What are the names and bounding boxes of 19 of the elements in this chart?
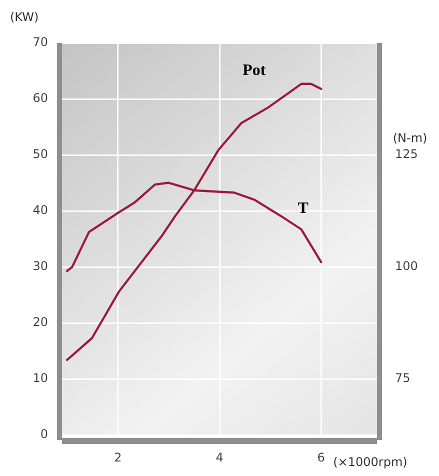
x-tick-label: 2 <box>114 450 122 464</box>
y-tick-label: 10 <box>32 371 48 386</box>
x-tick-label: 4 <box>216 450 224 464</box>
y-tick-label: 70 <box>32 35 48 50</box>
y-axis-title: (KW) <box>10 10 39 24</box>
x-axis-title: (×1000rpm) <box>333 455 408 470</box>
y-tick-label: 60 <box>32 91 48 106</box>
series-label: T <box>298 200 309 218</box>
y-tick-label: 30 <box>32 259 48 274</box>
y2-tick-label: 125 <box>395 147 418 162</box>
y-tick-label: 40 <box>32 203 48 218</box>
y2-tick-label: 100 <box>395 259 418 274</box>
y-tick-label: 50 <box>32 147 48 162</box>
y2-axis-title: (N-m) <box>392 131 428 146</box>
x-tick-label: 6 <box>317 450 325 464</box>
y2-tick-label: 75 <box>395 371 410 386</box>
y-tick-label: 0 <box>40 427 48 442</box>
series-label: Pot <box>242 62 266 80</box>
y-tick-label: 20 <box>32 315 48 330</box>
